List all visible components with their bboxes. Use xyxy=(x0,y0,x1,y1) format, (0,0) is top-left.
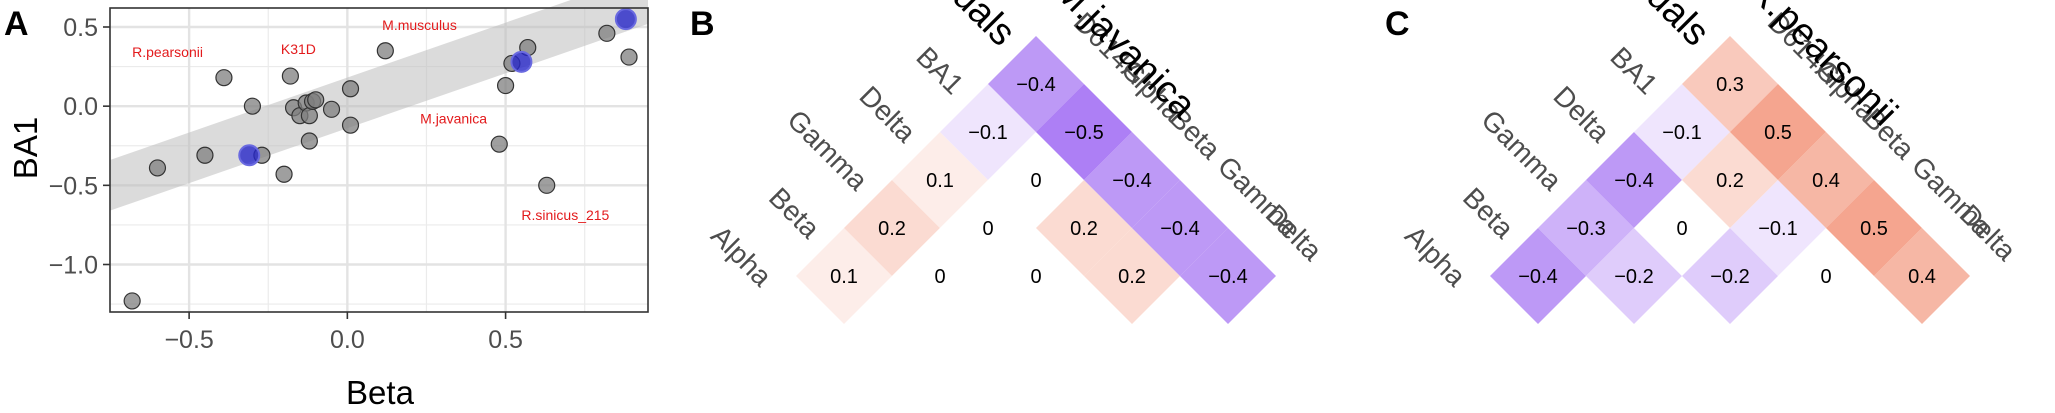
cell-value-label: 0 xyxy=(1030,266,1041,288)
data-point xyxy=(341,80,360,98)
cell-value-label: −0.4 xyxy=(1016,74,1055,96)
cell-value-label: 0 xyxy=(1030,170,1041,192)
row-variable-label: Delta xyxy=(854,80,922,148)
data-point xyxy=(496,76,515,95)
cell-value-label: 0.3 xyxy=(1716,74,1744,96)
plot-border xyxy=(109,7,649,313)
cell-value-label: 0.5 xyxy=(1860,218,1888,240)
panel-a-scatter: A R.pearsonii K31D M.musculus M.javanica R.s… xyxy=(4,0,649,411)
cell-value-label: 0 xyxy=(934,266,945,288)
row-variable-label: Gamma xyxy=(781,104,874,197)
cell-value-label: −0.4 xyxy=(1208,266,1247,288)
data-point xyxy=(300,107,318,125)
data-point xyxy=(538,176,556,194)
row-variable-label: Gamma xyxy=(1475,104,1568,197)
column-variable-label: Delta xyxy=(1954,198,2022,266)
x-axis-title: Beta xyxy=(346,374,415,411)
panel-a-letter: A xyxy=(4,5,29,43)
point-annotation: M.javanica xyxy=(420,111,487,127)
cell-value-label: −0.2 xyxy=(1710,266,1749,288)
cell-value-label: 0 xyxy=(982,218,993,240)
x-tick-label: 0.0 xyxy=(330,326,365,354)
data-point xyxy=(243,97,262,115)
row-variable-label: Residuals xyxy=(1570,0,1718,54)
scatter-plot-area: R.pearsonii K31D M.musculus M.javanica R.sin… xyxy=(49,0,649,354)
panel-b-letter: B xyxy=(690,5,715,43)
cell-value-label: 0.4 xyxy=(1908,266,1936,288)
data-point xyxy=(148,159,167,177)
data-point xyxy=(620,48,638,66)
y-tick-label: 0.5 xyxy=(63,14,98,42)
x-tick-label: −0.5 xyxy=(164,326,213,354)
panel-c-heatmap: C −0.4 −0.3 −0.4 −0.1 0.3 −0.2 0 0.2 0.5 −0.2 −0.1… xyxy=(1385,0,2022,324)
data-point xyxy=(123,292,141,310)
row-variable-label: Beta xyxy=(763,182,826,245)
cell-value-label: 0.2 xyxy=(1118,266,1146,288)
highlighted-point xyxy=(510,50,533,73)
cell-value-label: 0.5 xyxy=(1764,122,1792,144)
row-variable-label: Residuals xyxy=(876,0,1024,54)
data-point xyxy=(490,135,508,153)
column-variable-label: Delta xyxy=(1260,198,1328,266)
data-point xyxy=(598,24,616,42)
cell-value-label: 0.1 xyxy=(926,170,954,192)
cell-value-label: −0.4 xyxy=(1518,266,1557,288)
cell-value-label: −0.4 xyxy=(1614,170,1653,192)
cell-value-label: −0.2 xyxy=(1614,266,1653,288)
cell-value-label: −0.3 xyxy=(1566,218,1605,240)
cell-value-label: −0.1 xyxy=(1662,122,1701,144)
data-point xyxy=(300,132,318,150)
cell-value-label: 0 xyxy=(1820,266,1831,288)
panel-c-letter: C xyxy=(1385,5,1410,43)
data-point xyxy=(322,100,341,118)
cell-value-label: 0.2 xyxy=(1716,170,1744,192)
y-tick-label: 0.0 xyxy=(63,93,98,121)
cell-value-label: −0.5 xyxy=(1064,122,1103,144)
point-annotation: K31D xyxy=(281,41,316,57)
data-point xyxy=(275,165,293,183)
y-tick-label: −0.5 xyxy=(49,172,98,200)
data-point xyxy=(281,67,299,85)
point-annotation: R.pearsonii xyxy=(132,44,203,60)
cell-value-label: −0.4 xyxy=(1160,218,1199,240)
panel-b-heatmap: B 0.1 0.2 0.1 −0.1 −0.4 0 0 0 −0.5 0 0.2 −0.4 0.2 −0.… xyxy=(690,0,1328,324)
row-variable-label: Beta xyxy=(1457,182,1520,245)
cell-value-label: 0.2 xyxy=(1070,218,1098,240)
data-point xyxy=(215,69,233,87)
cell-value-label: 0 xyxy=(1676,218,1687,240)
y-tick-label: −1.0 xyxy=(49,252,98,280)
cell-value-label: −0.4 xyxy=(1112,170,1151,192)
data-point xyxy=(196,146,214,164)
cell-value-label: 0.1 xyxy=(830,266,858,288)
point-annotation: M.musculus xyxy=(382,17,457,33)
highlighted-point xyxy=(238,144,261,167)
data-point xyxy=(376,42,394,60)
point-annotation: R.sinicus_215 xyxy=(521,207,609,223)
data-point xyxy=(341,116,360,134)
row-variable-label: Alpha xyxy=(705,220,778,293)
row-variable-label: BA1 xyxy=(1604,41,1663,100)
y-axis-title: BA1 xyxy=(7,117,44,179)
cell-value-label: 0.4 xyxy=(1812,170,1840,192)
heatmap-cell xyxy=(1874,228,1970,324)
row-variable-label: Delta xyxy=(1548,80,1616,148)
x-tick-label: 0.5 xyxy=(488,326,523,354)
row-variable-label: BA1 xyxy=(910,41,969,100)
cell-value-label: −0.1 xyxy=(968,122,1007,144)
cell-value-label: −0.1 xyxy=(1758,218,1797,240)
heatmap-cell xyxy=(1180,228,1276,324)
row-variable-label: Alpha xyxy=(1399,220,1472,293)
data-point xyxy=(307,91,325,109)
heatmap-b: 0.1 0.2 0.1 −0.1 −0.4 0 0 0 −0.5 0 0.2 −0.4 0.2 −0.4 −… xyxy=(705,0,1328,324)
cell-value-label: 0.2 xyxy=(878,218,906,240)
highlighted-point xyxy=(614,8,637,31)
heatmap-c: −0.4 −0.3 −0.4 −0.1 0.3 −0.2 0 0.2 0.5 −0.2 −0.1 0.… xyxy=(1399,0,2022,324)
